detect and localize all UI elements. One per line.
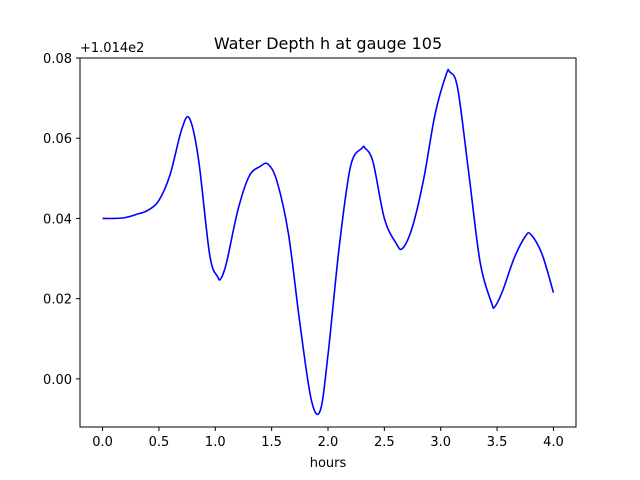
y-tick-label: 0.00: [43, 373, 72, 388]
x-tick-label: 1.5: [261, 435, 282, 450]
x-tick-label: 4.0: [543, 435, 564, 450]
x-tick-label: 3.5: [487, 435, 508, 450]
y-offset-label: +1.014e2: [80, 41, 144, 56]
y-tick-label: 0.08: [43, 52, 72, 67]
series-line-0: [102, 68, 555, 416]
y-tick-label: 0.02: [43, 293, 72, 308]
y-tick-label: 0.04: [43, 212, 72, 227]
x-tick-label: 0.0: [92, 435, 113, 450]
x-tick-label: 0.5: [149, 435, 170, 450]
x-tick-label: 1.0: [205, 435, 226, 450]
x-axis: 0.0 0.5 1.0 1.5 2.0 2.5 3.0 3.5 4.0: [92, 427, 564, 450]
x-axis-label: hours: [310, 456, 347, 471]
x-tick-label: 2.5: [374, 435, 395, 450]
y-tick-label: 0.06: [43, 132, 72, 147]
x-tick-label: 2.0: [318, 435, 339, 450]
x-tick-label: 3.0: [430, 435, 451, 450]
y-axis: 0.00 0.02 0.04 0.06 0.08: [43, 52, 80, 388]
plot-area: [102, 68, 555, 416]
chart-title: Water Depth h at gauge 105: [214, 34, 442, 53]
